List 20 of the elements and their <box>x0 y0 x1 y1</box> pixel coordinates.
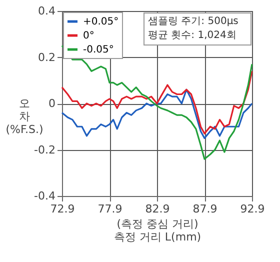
legend-label: 0° <box>83 30 94 42</box>
y-tick-label: -0.2 <box>34 143 56 156</box>
annotation: 평균 횟수: 1,024회 <box>148 30 236 41</box>
line-series <box>61 70 253 134</box>
y-axis-title: 오차 (%F.S.) <box>6 97 44 136</box>
legend-label: +0.05° <box>83 16 119 28</box>
x-tick-label: 72.9 <box>50 202 75 216</box>
x-tick-label: 77.9 <box>98 202 122 216</box>
annotation: 샘플링 주기: 500μs <box>148 16 238 27</box>
y-tick-label: 0 <box>48 97 56 110</box>
line-series <box>61 44 253 160</box>
x-tick-label: 92.9 <box>240 202 265 216</box>
legend-label: -0.05° <box>83 44 114 56</box>
x-tick-label: 82.9 <box>145 202 170 216</box>
line-series <box>61 88 253 139</box>
y-tick-label: 0.2 <box>38 50 56 64</box>
x-axis-title: (측정 중심 거리) 측정 거리 L(mm) <box>114 218 202 244</box>
x-tick-label: 87.9 <box>192 202 218 216</box>
y-tick-label: 0.4 <box>38 4 56 18</box>
y-tick-label: -0.4 <box>34 190 56 202</box>
